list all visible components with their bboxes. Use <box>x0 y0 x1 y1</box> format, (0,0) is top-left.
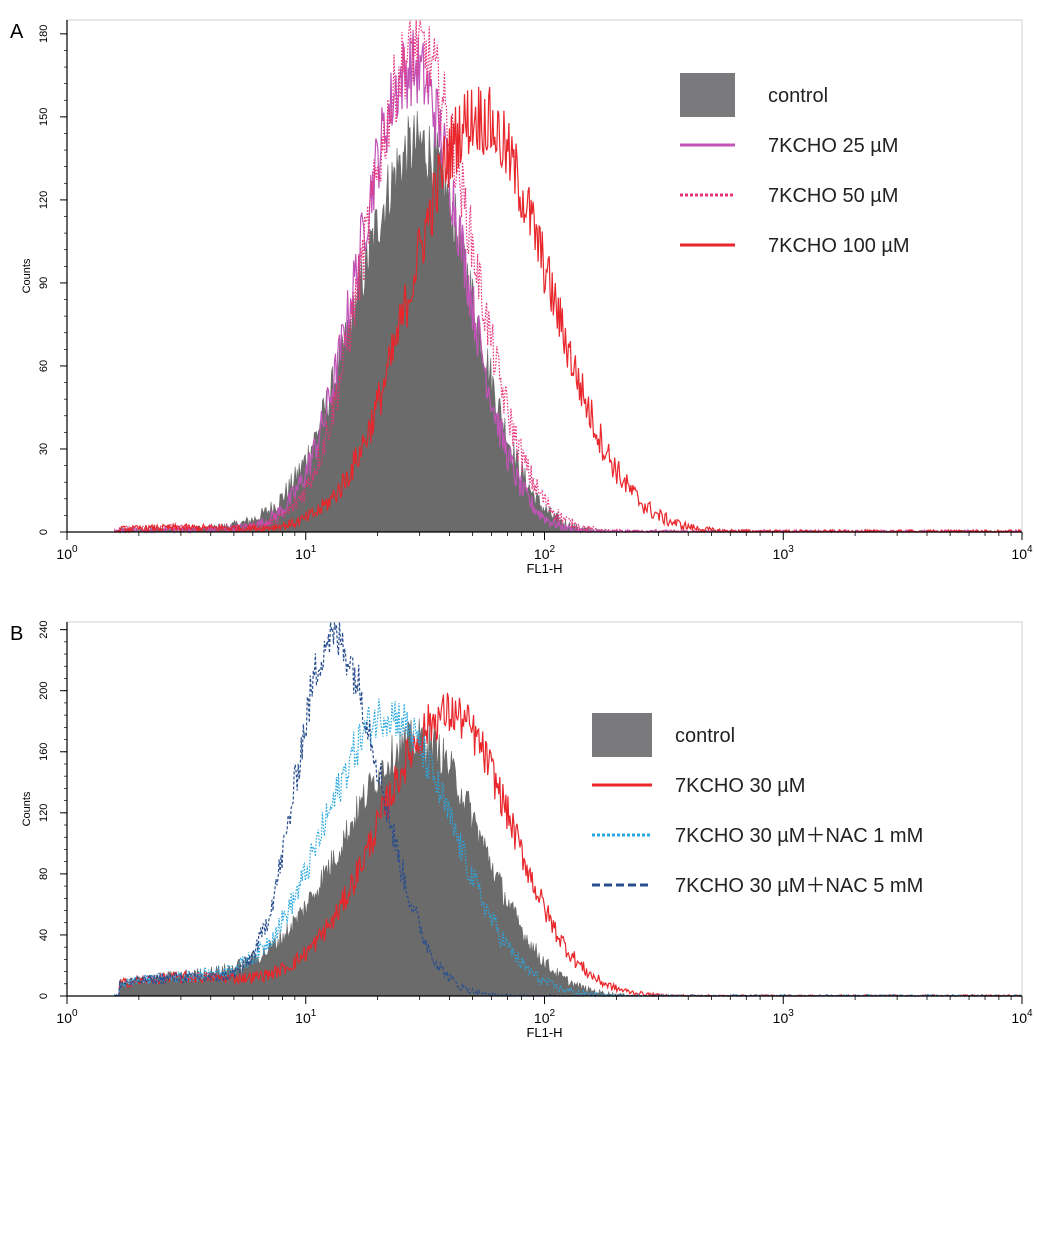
x-tick-base: 10 <box>295 1010 311 1026</box>
x-tick-base: 10 <box>1011 546 1027 562</box>
y-tick-label: 0 <box>38 993 50 999</box>
x-tick-label: 104 <box>1011 544 1033 562</box>
y-tick-label: 60 <box>38 360 50 372</box>
x-tick-exponent: 4 <box>1027 544 1033 555</box>
x-tick-exponent: 0 <box>72 1008 78 1019</box>
x-tick-label: 103 <box>773 1008 795 1026</box>
x-tick-label: 104 <box>1011 1008 1033 1026</box>
x-tick-base: 10 <box>56 1010 72 1026</box>
y-tick-label: 150 <box>38 108 50 126</box>
y-tick-label: 80 <box>38 868 50 880</box>
y-tick-label: 40 <box>38 929 50 941</box>
legend-label: 7KCHO 30 µM＋NAC 1 mM <box>675 825 923 847</box>
x-tick-exponent: 4 <box>1027 1008 1033 1019</box>
x-tick-label: 101 <box>295 1008 317 1026</box>
series-3-line <box>114 621 1023 998</box>
x-tick-label: 102 <box>534 544 556 562</box>
x-tick-exponent: 0 <box>72 544 78 555</box>
chart-panel-b: 100 101 102 103 10404080120160200240FL1-HCou… <box>10 620 1033 1040</box>
legend-label: 7KCHO 25 µM <box>768 135 898 157</box>
legend-label: 7KCHO 50 µM <box>768 185 898 207</box>
x-tick-exponent: 2 <box>550 544 556 555</box>
x-tick-base: 10 <box>773 546 789 562</box>
x-tick-base: 10 <box>295 546 311 562</box>
series-3-line <box>114 86 1022 534</box>
x-tick-base: 10 <box>1011 1010 1027 1026</box>
legend-label: control <box>768 85 828 107</box>
y-tick-label: 160 <box>38 743 50 761</box>
y-tick-label: 30 <box>38 443 50 455</box>
x-tick-exponent: 2 <box>550 1008 556 1019</box>
series-2-line <box>114 19 1023 534</box>
y-tick-label: 0 <box>38 529 50 535</box>
plot-frame <box>66 621 1023 997</box>
x-tick-base: 10 <box>534 546 550 562</box>
y-tick-label: 200 <box>38 682 50 700</box>
x-tick-label: 101 <box>295 544 317 562</box>
y-tick-label: 180 <box>38 25 50 43</box>
legend-label: 7KCHO 30 µM＋NAC 5 mM <box>675 875 923 897</box>
legend-label: control <box>675 725 735 747</box>
y-axis-title: Counts <box>21 258 33 293</box>
x-tick-base: 10 <box>534 1010 550 1026</box>
y-tick-label: 120 <box>38 804 50 822</box>
x-axis-title: FL1-H <box>526 561 562 576</box>
x-tick-label: 103 <box>773 544 795 562</box>
x-tick-exponent: 1 <box>311 544 317 555</box>
x-axis-title: FL1-H <box>526 1025 562 1040</box>
legend-label: 7KCHO 100 µM <box>768 235 910 257</box>
x-tick-label: 100 <box>56 1008 78 1026</box>
panel-label: B <box>10 623 23 645</box>
y-tick-label: 120 <box>38 191 50 209</box>
legend-swatch <box>680 73 735 117</box>
legend: control 7KCHO 30 µM 7KCHO 30 µM＋NAC 1 mM 7K… <box>592 713 923 897</box>
x-tick-exponent: 1 <box>311 1008 317 1019</box>
y-axis-title: Counts <box>21 791 33 826</box>
y-tick-label: 240 <box>38 620 50 638</box>
plot-frame <box>66 19 1023 533</box>
x-tick-base: 10 <box>773 1010 789 1026</box>
legend-swatch <box>592 713 652 757</box>
series-2-line <box>114 698 1023 998</box>
panel-label: A <box>10 21 24 43</box>
x-tick-label: 100 <box>56 544 78 562</box>
x-tick-exponent: 3 <box>788 1008 794 1019</box>
y-tick-label: 90 <box>38 277 50 289</box>
x-tick-exponent: 3 <box>788 544 794 555</box>
x-tick-base: 10 <box>56 546 72 562</box>
legend-label: 7KCHO 30 µM <box>675 775 805 797</box>
x-tick-label: 102 <box>534 1008 556 1026</box>
chart-panel-a: 100 101 102 103 1040306090120150180FL1-HCoun… <box>10 19 1033 576</box>
series-1-line <box>114 29 1023 535</box>
series-0-area <box>114 110 1023 534</box>
legend: control 7KCHO 25 µM 7KCHO 50 µM 7KCHO 100 µ… <box>680 73 910 257</box>
